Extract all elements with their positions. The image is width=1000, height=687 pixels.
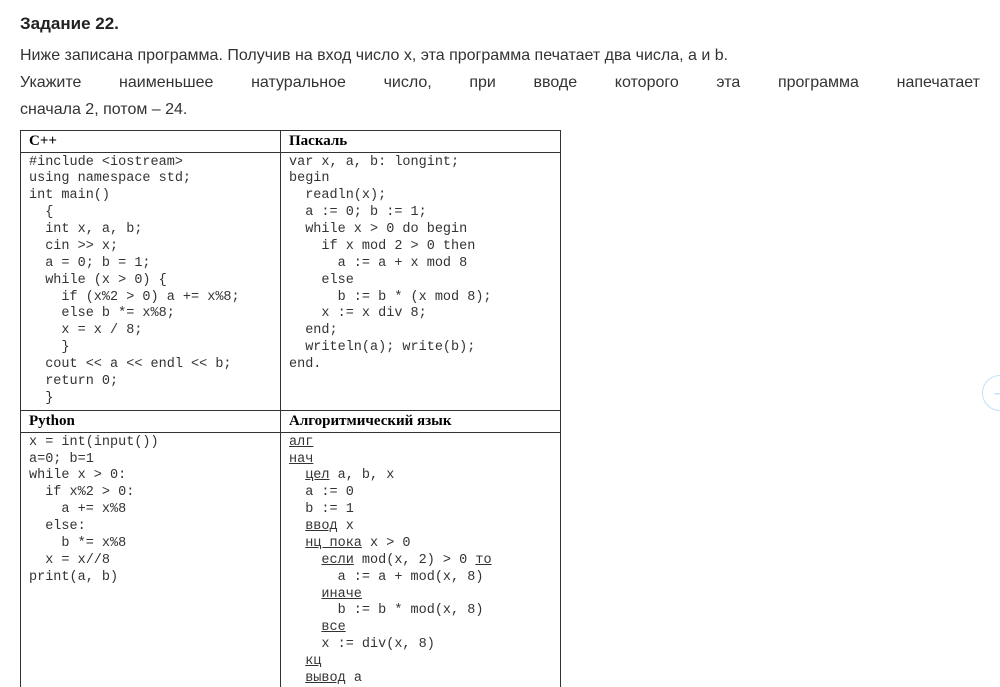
header-alg: Алгоритмический язык	[281, 410, 561, 432]
table-row-cpp-pascal: #include <iostream> using namespace std;…	[21, 152, 561, 410]
desc-line-3: сначала 2, потом – 24.	[20, 96, 980, 123]
table-row-python-alg: x = int(input()) a=0; b=1 while x > 0: i…	[21, 432, 561, 687]
viewport: { "title": "Задание 22.", "description":…	[0, 0, 1000, 687]
page: Задание 22. Ниже записана программа. Пол…	[0, 0, 1000, 687]
minus-icon: –	[994, 383, 1000, 403]
code-alg: алг нач цел a, b, x a := 0 b := 1 ввод x…	[289, 435, 554, 687]
desc-line-2: Укажите наименьшее натуральное число, пр…	[20, 69, 980, 96]
header-pascal: Паскаль	[281, 130, 561, 152]
desc-line-1: Ниже записана программа. Получив на вход…	[20, 42, 980, 69]
cell-cpp: #include <iostream> using namespace std;…	[21, 152, 281, 410]
header-cpp: C++	[21, 130, 281, 152]
code-cpp: #include <iostream> using namespace std;…	[29, 155, 274, 408]
table-header-row-2: Python Алгоритмический язык	[21, 410, 561, 432]
header-python: Python	[21, 410, 281, 432]
code-python: x = int(input()) a=0; b=1 while x > 0: i…	[29, 435, 274, 587]
task-title: Задание 22.	[20, 14, 980, 34]
table-header-row-1: C++ Паскаль	[21, 130, 561, 152]
cell-alg: алг нач цел a, b, x a := 0 b := 1 ввод x…	[281, 432, 561, 687]
task-description: Ниже записана программа. Получив на вход…	[20, 42, 980, 124]
code-table-wrapper: C++ Паскаль #include <iostream> using na…	[20, 130, 980, 687]
cell-pascal: var x, a, b: longint; begin readln(x); a…	[281, 152, 561, 410]
code-pascal: var x, a, b: longint; begin readln(x); a…	[289, 155, 554, 374]
cell-python: x = int(input()) a=0; b=1 while x > 0: i…	[21, 432, 281, 687]
code-table: C++ Паскаль #include <iostream> using na…	[20, 130, 561, 687]
